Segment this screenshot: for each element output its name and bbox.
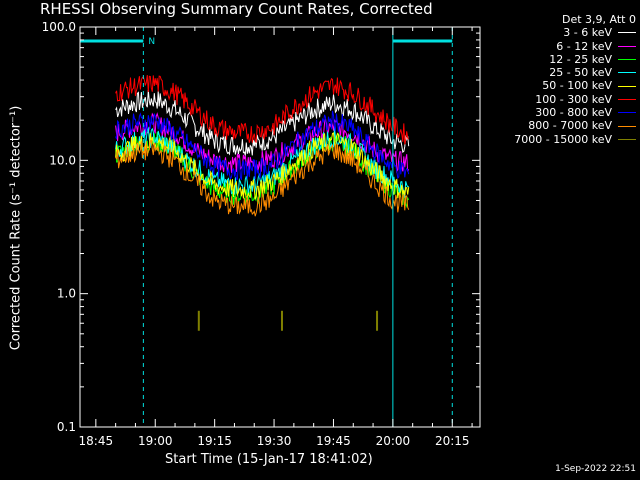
legend-label: 7000 - 15000 keV [514, 132, 612, 146]
legend-item: 800 - 7000 keV [514, 119, 636, 132]
series-line [115, 89, 410, 156]
legend-label: 25 - 50 keV [549, 66, 612, 80]
series-7000-15000keV [197, 310, 379, 331]
legend-label: 300 - 800 keV [535, 106, 612, 120]
chart-title: RHESSI Observing Summary Count Rates, Co… [40, 0, 433, 18]
series-300-800keV [115, 110, 410, 180]
legend-swatch [618, 125, 636, 127]
x-tick-label: 19:45 [316, 434, 351, 448]
legend-label: 50 - 100 keV [542, 79, 612, 93]
series-line [115, 75, 410, 145]
legend-item: 300 - 800 keV [514, 106, 636, 119]
legend-items: 3 - 6 keV 6 - 12 keV 12 - 25 keV 25 - 50 ke… [514, 26, 636, 146]
legend-swatch [618, 45, 636, 47]
y-axis-label-box: Corrected Count Rate (s⁻¹ detector⁻¹) [6, 0, 26, 480]
x-tick-label: 19:30 [257, 434, 292, 448]
legend-label: 12 - 25 keV [549, 52, 612, 66]
legend-swatch [618, 32, 636, 34]
legend-swatch [618, 112, 636, 114]
legend-label: 100 - 300 keV [535, 92, 612, 106]
plot-frame [79, 26, 481, 428]
legend-item: 12 - 25 keV [514, 53, 636, 66]
legend-swatch [618, 72, 636, 74]
axes: 0.1 1.0 10.0 100.0 18:45 19:00 19:15 19:30 19:45… [42, 20, 480, 448]
legend-item: 7000 - 15000 keV [514, 133, 636, 146]
series-3-6keV [115, 89, 410, 156]
series-line [115, 126, 409, 198]
legend-swatch [618, 85, 636, 87]
y-axis-label: Corrected Count Rate (s⁻¹ detector⁻¹) [8, 105, 24, 351]
x-tick-label: 20:15 [435, 434, 470, 448]
x-tick-label: 18:45 [79, 434, 114, 448]
legend-item: 50 - 100 keV [514, 79, 636, 92]
series-line [115, 139, 410, 217]
series-100-300keV [115, 75, 410, 145]
y-tick-label: 1.0 [57, 287, 76, 301]
legend: Det 3,9, Att 0 3 - 6 keV 6 - 12 keV 12 - 2… [514, 13, 636, 146]
legend-label: 6 - 12 keV [556, 39, 612, 53]
generated-timestamp: 1-Sep-2022 22:51 [555, 464, 636, 474]
x-tick-label: 19:00 [138, 434, 173, 448]
night-marker-label: N [148, 37, 155, 47]
legend-label: 800 - 7000 keV [528, 119, 612, 133]
legend-item: 25 - 50 keV [514, 66, 636, 79]
legend-swatch [618, 138, 636, 140]
y-tick-label: 10.0 [49, 153, 76, 167]
night-markers: N [79, 27, 453, 427]
legend-item: 100 - 300 keV [514, 93, 636, 106]
series-800-7000keV [115, 139, 410, 217]
x-tick-label: 19:15 [197, 434, 232, 448]
legend-item: 3 - 6 keV [514, 26, 636, 39]
y-tick-label: 0.1 [57, 420, 76, 434]
series-25-50keV [115, 126, 409, 198]
series-line [115, 110, 410, 180]
legend-label: 3 - 6 keV [563, 26, 612, 40]
legend-item: 6 - 12 keV [514, 40, 636, 53]
data-layer [115, 75, 410, 331]
legend-swatch [618, 59, 636, 61]
legend-title: Det 3,9, Att 0 [562, 13, 636, 26]
legend-swatch [618, 98, 636, 100]
y-tick-label: 100.0 [42, 20, 76, 34]
x-axis-label: Start Time (15-Jan-17 18:41:02) [165, 452, 373, 467]
x-tick-label: 20:00 [376, 434, 411, 448]
